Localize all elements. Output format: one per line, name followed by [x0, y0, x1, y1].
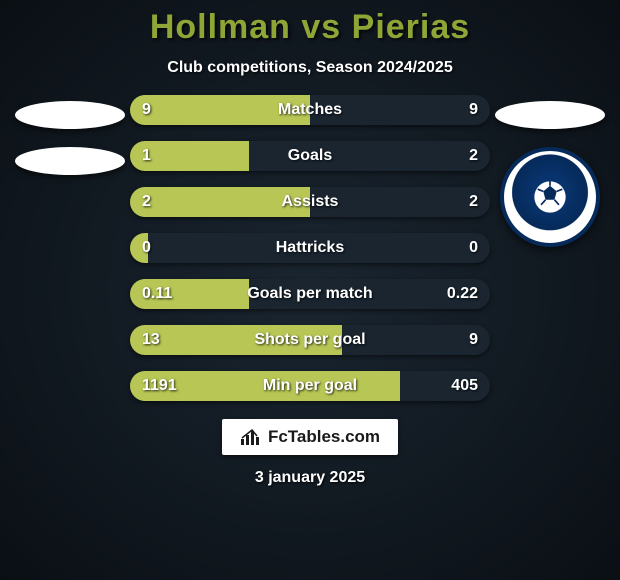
- stat-bar-left: [130, 371, 400, 401]
- right-avatar-column: [490, 95, 610, 247]
- page-title: Hollman vs Pierias: [150, 8, 470, 47]
- stat-bar-left: [130, 141, 249, 171]
- footer: FcTables.com 3 january 2025: [222, 419, 398, 487]
- stat-bar-left: [130, 187, 310, 217]
- subtitle: Club competitions, Season 2024/2025: [167, 59, 452, 77]
- stat-row: Min per goal1191405: [130, 371, 490, 401]
- stat-bar-left: [130, 325, 342, 355]
- stat-bar-right: [148, 233, 490, 263]
- brand-label: FcTables.com: [268, 427, 380, 447]
- date-label: 3 january 2025: [255, 469, 365, 487]
- stat-row: Goals per match0.110.22: [130, 279, 490, 309]
- stat-row: Matches99: [130, 95, 490, 125]
- stat-bar-right: [249, 141, 490, 171]
- stat-bar-right: [342, 325, 490, 355]
- stat-bar-left: [130, 279, 249, 309]
- stats-area: Matches99 Goals12 Assists22 Hattricks00 Goal…: [0, 95, 620, 401]
- club-badge: [500, 147, 600, 247]
- stat-bar-right: [310, 95, 490, 125]
- soccer-ball-icon: [522, 169, 578, 225]
- stat-bar-left: [130, 95, 310, 125]
- player-avatar-placeholder: [15, 101, 125, 129]
- stat-bar-right: [310, 187, 490, 217]
- stat-bar-right: [249, 279, 490, 309]
- club-badge-placeholder: [15, 147, 125, 175]
- stat-row: Goals12: [130, 141, 490, 171]
- stat-row: Shots per goal139: [130, 325, 490, 355]
- stat-bar-left: [130, 233, 148, 263]
- stat-bars: Matches99 Goals12 Assists22 Hattricks00 Goal…: [130, 95, 490, 401]
- brand-box[interactable]: FcTables.com: [222, 419, 398, 455]
- stat-row: Assists22: [130, 187, 490, 217]
- stat-row: Hattricks00: [130, 233, 490, 263]
- player-avatar-placeholder: [495, 101, 605, 129]
- stat-bar-right: [400, 371, 490, 401]
- left-avatar-column: [10, 95, 130, 175]
- bar-chart-icon: [240, 427, 260, 447]
